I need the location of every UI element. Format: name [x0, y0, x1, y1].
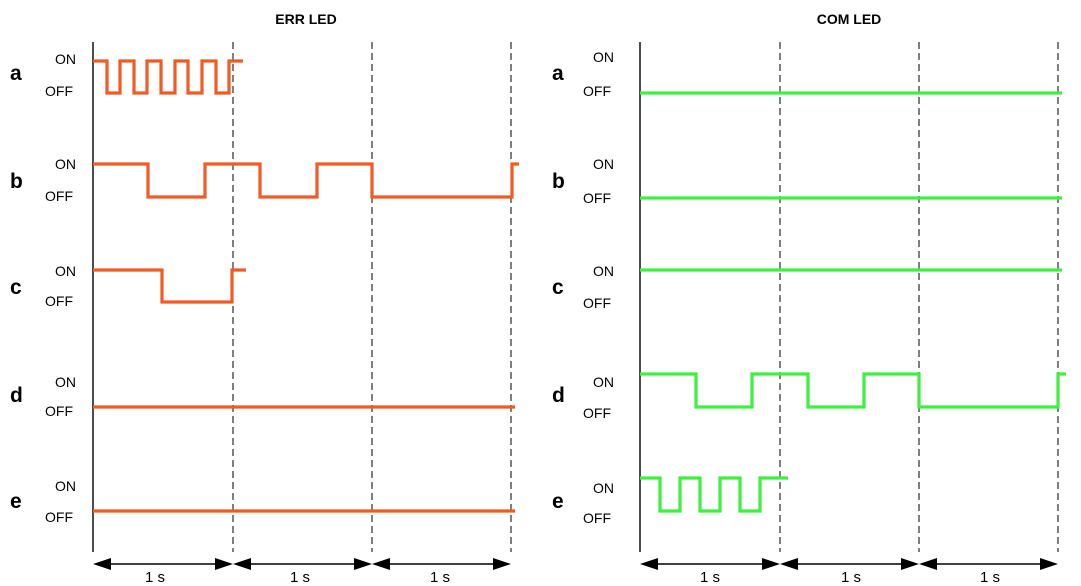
err-row-c-waveform — [93, 268, 246, 304]
arrow-right-head — [354, 558, 372, 570]
com-led-panel: COM LED a ON OFF b ON OFF c ON OFF d ON … — [552, 11, 1066, 586]
off-label: OFF — [45, 83, 73, 99]
err-row-d-labels: d ON OFF — [10, 374, 76, 419]
on-label: ON — [593, 263, 614, 279]
err-row-a-labels: a ON OFF — [10, 51, 76, 99]
off-label: OFF — [45, 293, 73, 309]
on-label: ON — [55, 263, 76, 279]
row-letter: c — [10, 276, 22, 299]
com-row-d-waveform — [640, 372, 1066, 409]
err-row-b-labels: b ON OFF — [10, 156, 76, 204]
com-row-a-labels: a ON OFF — [552, 49, 614, 99]
duration-label: 1 s — [290, 569, 310, 586]
on-label: ON — [55, 156, 76, 172]
on-label: ON — [55, 478, 76, 494]
com-row-d-labels: d ON OFF — [552, 374, 614, 421]
err-row-b-waveform — [93, 162, 519, 199]
err-led-panel: ERR LED a ON OFF b ON OFF c ON OFF d ON … — [10, 11, 519, 586]
err-row-c-labels: c ON OFF — [10, 263, 76, 309]
row-letter: d — [552, 384, 565, 407]
off-label: OFF — [583, 83, 611, 99]
row-letter: d — [10, 384, 23, 407]
com-row-c-labels: c ON OFF — [552, 263, 614, 311]
com-row-e-waveform — [640, 476, 788, 513]
on-label: ON — [593, 480, 614, 496]
row-letter: e — [552, 490, 564, 513]
on-label: ON — [55, 374, 76, 390]
row-letter: a — [552, 62, 564, 85]
arrow-right-head — [493, 558, 511, 570]
off-label: OFF — [45, 188, 73, 204]
off-label: OFF — [45, 509, 73, 525]
err-panel-title: ERR LED — [275, 11, 336, 27]
row-letter: a — [10, 62, 22, 85]
off-label: OFF — [583, 295, 611, 311]
com-duration-3: 1 s — [919, 558, 1058, 586]
on-label: ON — [593, 156, 614, 172]
com-row-e-labels: e ON OFF — [552, 480, 614, 526]
duration-label: 1 s — [841, 569, 861, 586]
arrow-right-head — [762, 558, 780, 570]
arrow-left-head — [780, 558, 798, 570]
on-label: ON — [593, 374, 614, 390]
err-duration-1: 1 s — [93, 558, 233, 586]
arrow-left-head — [919, 558, 937, 570]
err-duration-3: 1 s — [372, 558, 511, 586]
arrow-left-head — [233, 558, 251, 570]
com-duration-2: 1 s — [780, 558, 919, 586]
err-duration-2: 1 s — [233, 558, 372, 586]
arrow-right-head — [901, 558, 919, 570]
row-letter: b — [10, 170, 23, 193]
row-letter: b — [552, 170, 565, 193]
off-label: OFF — [583, 510, 611, 526]
duration-label: 1 s — [430, 569, 450, 586]
off-label: OFF — [45, 403, 73, 419]
err-row-a-waveform — [93, 59, 243, 95]
duration-label: 1 s — [980, 569, 1000, 586]
row-letter: c — [552, 276, 564, 299]
arrow-right-head — [1040, 558, 1058, 570]
off-label: OFF — [583, 190, 611, 206]
off-label: OFF — [583, 405, 611, 421]
arrow-left-head — [640, 558, 658, 570]
duration-label: 1 s — [145, 569, 165, 586]
on-label: ON — [55, 51, 76, 67]
arrow-left-head — [372, 558, 390, 570]
arrow-right-head — [215, 558, 233, 570]
com-row-b-labels: b ON OFF — [552, 156, 614, 206]
on-label: ON — [593, 49, 614, 65]
row-letter: e — [10, 490, 22, 513]
arrow-left-head — [93, 558, 111, 570]
com-duration-1: 1 s — [640, 558, 780, 586]
duration-label: 1 s — [700, 569, 720, 586]
err-row-e-labels: e ON OFF — [10, 478, 76, 525]
com-panel-title: COM LED — [817, 11, 882, 27]
